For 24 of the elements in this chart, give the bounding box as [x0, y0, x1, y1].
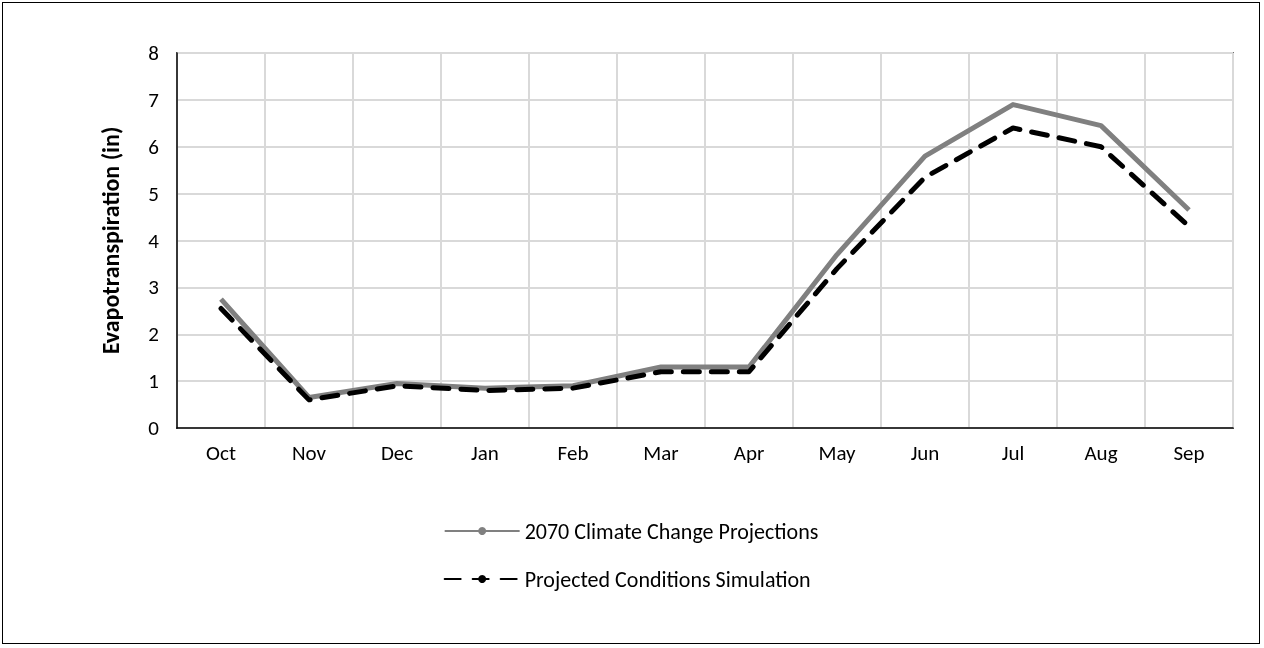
y-axis-title: Evapotranspiration (in): [95, 126, 125, 355]
x-tick-label: Jun: [910, 439, 940, 466]
x-tick-label: Apr: [733, 439, 765, 466]
y-tick-label: 4: [148, 227, 160, 254]
x-tick-label: Oct: [206, 439, 236, 466]
y-tick-label: 2: [148, 321, 159, 348]
y-tick-label: 0: [148, 415, 160, 441]
x-tick-label: Dec: [380, 439, 414, 466]
x-tick-label: Sep: [1173, 439, 1205, 466]
legend-label: Projected Conditions Simulation: [524, 565, 811, 593]
x-tick-label: Jul: [1001, 439, 1025, 466]
y-tick-label: 6: [148, 133, 159, 160]
x-tick-label: Aug: [1084, 439, 1118, 466]
x-tick-label: Jan: [471, 439, 499, 466]
legend-label: 2070 Climate Change Projections: [524, 517, 819, 545]
y-tick-label: 1: [148, 368, 159, 395]
x-tick-label: Nov: [291, 439, 327, 466]
y-tick-label: 8: [148, 40, 159, 66]
x-tick-label: May: [818, 439, 857, 466]
x-tick-label: Feb: [557, 439, 589, 466]
y-tick-label: 5: [148, 180, 159, 207]
y-tick-label: 3: [148, 274, 159, 301]
x-tick-label: Mar: [643, 439, 679, 466]
y-tick-label: 7: [148, 86, 159, 113]
